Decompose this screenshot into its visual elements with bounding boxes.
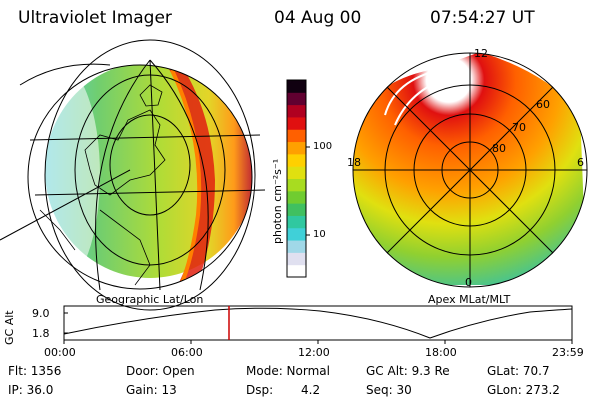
geographic-caption: Geographic Lat/Lon (96, 293, 204, 306)
orbit-xtick-1200: 12:00 (298, 346, 330, 359)
ip-value: IP: 36.0 (8, 383, 54, 397)
colorbar-swatch (287, 116, 306, 130)
instrument-title: Ultraviolet Imager (18, 8, 172, 28)
colorbar-swatch (287, 153, 306, 167)
colorbar-swatch (287, 92, 306, 106)
colorbar-frame (286, 79, 307, 278)
colorbar-swatch (287, 264, 306, 278)
sequence-number: Seq: 30 (366, 383, 412, 397)
apex-map (352, 52, 588, 288)
orbit-ytick-9: 9.0 (32, 307, 50, 320)
geographic-map (0, 39, 266, 311)
date-label: 04 Aug 00 (274, 8, 362, 28)
colorbar-swatch (287, 190, 306, 204)
colorbar-swatch (287, 104, 306, 118)
orbit-xtick-0000: 00:00 (44, 346, 76, 359)
mlt-label-6: 6 (577, 156, 584, 169)
orbit-ylabel: GC Alt (3, 310, 16, 345)
colorbar-swatch (287, 240, 306, 253)
colorbar-unit-label: photon cm⁻²s⁻¹ (271, 158, 284, 244)
colorbar (287, 80, 306, 278)
mlat-label-80: 80 (492, 142, 506, 155)
gain-value: Gain: 13 (126, 383, 177, 397)
mlt-label-12: 12 (474, 47, 488, 60)
orbit-ytick-1-8: 1.8 (32, 327, 50, 340)
orbit-xtick-2359: 23:59 (552, 346, 584, 359)
orbit-xtick-0600: 06:00 (171, 346, 203, 359)
mlt-label-0: 0 (465, 276, 472, 289)
door-status: Door: Open (126, 364, 195, 378)
colorbar-swatch (287, 129, 306, 143)
gc-altitude: GC Alt: 9.3 Re (366, 364, 450, 378)
dsp-label: Dsp: (246, 383, 274, 397)
mode-value: Mode: Normal (246, 364, 330, 378)
colorbar-swatch (287, 80, 306, 93)
colorbar-tick-100-label: 100 (313, 141, 333, 152)
colorbar-tick-10-label: 10 (313, 229, 326, 240)
flight-number: Flt: 1356 (8, 364, 62, 378)
colorbar-swatch (287, 166, 306, 179)
time-label: 07:54:27 UT (430, 8, 535, 28)
apex-caption: Apex MLat/MLT (428, 293, 511, 306)
mlat-label-70: 70 (512, 121, 526, 134)
colorbar-swatch (287, 178, 306, 192)
orbit-xtick-1800: 18:00 (425, 346, 457, 359)
colorbar-swatch (287, 215, 306, 229)
geographic-latitude: GLat: 70.7 (487, 364, 550, 378)
orbit-plot (63, 305, 573, 344)
colorbar-swatch (287, 203, 306, 216)
colorbar-swatch (287, 141, 306, 155)
dsp-value: 4.2 (301, 383, 321, 397)
mlt-label-18: 18 (347, 156, 361, 169)
colorbar-swatch (287, 252, 306, 266)
geographic-longitude: GLon: 273.2 (487, 383, 560, 397)
orbit-altitude-curve (63, 307, 573, 339)
mlat-label-60: 60 (536, 98, 550, 111)
colorbar-swatch (287, 227, 306, 241)
